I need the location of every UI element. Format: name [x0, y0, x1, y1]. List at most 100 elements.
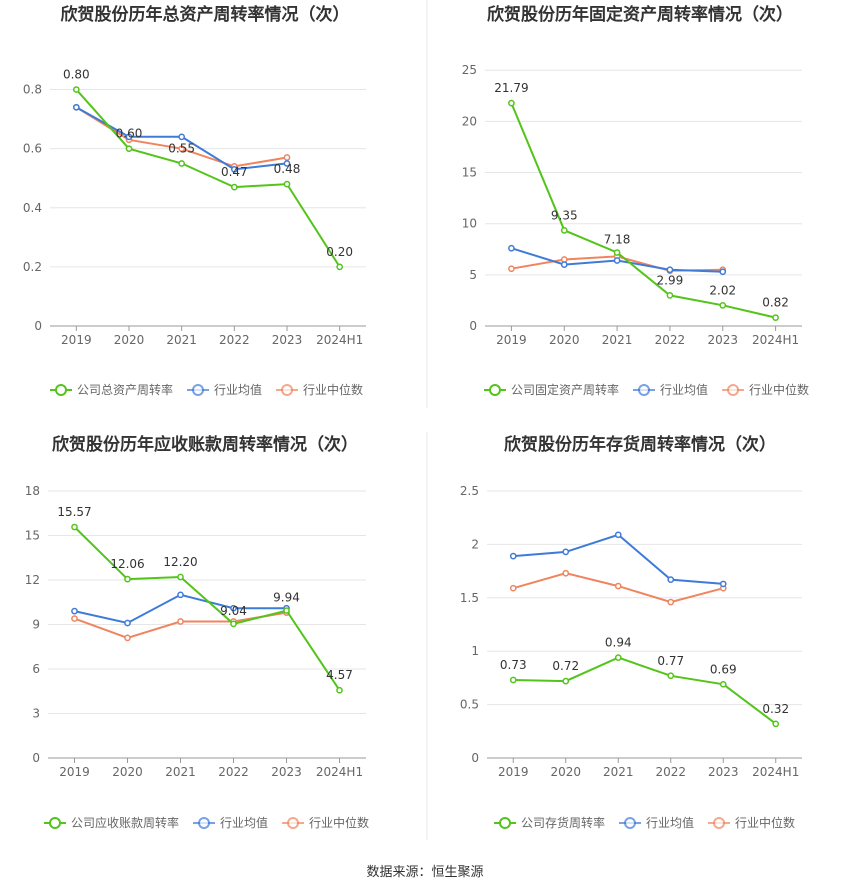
y-tick-label: 3 [32, 707, 40, 721]
data-point-avg[interactable] [719, 580, 727, 588]
legend-marker [281, 384, 294, 396]
data-point-avg[interactable] [124, 619, 131, 627]
data-point-avg[interactable] [283, 160, 291, 167]
data-point-median[interactable] [283, 154, 291, 161]
data-point-avg[interactable] [508, 244, 515, 252]
data-point-company[interactable] [71, 523, 78, 531]
data-label: 0.60 [116, 127, 143, 141]
data-point-avg[interactable] [230, 604, 237, 612]
legend-item-avg[interactable]: 行业均值 [187, 382, 262, 397]
data-point-avg[interactable] [177, 591, 184, 599]
x-tick-label: 2024H1 [316, 765, 363, 779]
data-point-median[interactable] [177, 618, 184, 625]
data-point-avg[interactable] [666, 266, 674, 274]
data-point-company[interactable] [719, 680, 727, 688]
data-label: 0.32 [762, 702, 789, 716]
data-point-median[interactable] [71, 615, 78, 622]
data-point-company[interactable] [614, 654, 622, 661]
legend-item-company[interactable]: 公司应收账款周转率 [44, 815, 179, 830]
legend-marker [624, 817, 637, 829]
data-point-company[interactable] [613, 249, 621, 256]
data-label: 0.72 [552, 659, 579, 673]
x-tick-label: 2023 [708, 765, 739, 779]
legend-item-company[interactable]: 公司总资产周转率 [50, 382, 173, 397]
data-label: 15.57 [57, 505, 91, 519]
x-tick-label: 2023 [707, 333, 738, 347]
data-point-company[interactable] [509, 676, 517, 684]
data-point-company[interactable] [666, 292, 674, 299]
data-label: 21.79 [494, 81, 528, 95]
x-tick-label: 2021 [603, 765, 634, 779]
legend-item-avg[interactable]: 行业均值 [619, 815, 694, 830]
legend-item-median[interactable]: 行业中位数 [276, 382, 363, 397]
legend-item-median[interactable]: 行业中位数 [708, 815, 795, 830]
data-point-company[interactable] [230, 183, 238, 191]
chart-title: 欣贺股份历年应收账款周转率情况（次） [52, 434, 358, 455]
y-tick-label: 25 [462, 63, 477, 77]
legend-item-avg[interactable]: 行业均值 [193, 815, 268, 830]
data-point-company[interactable] [72, 86, 80, 93]
data-point-median[interactable] [178, 145, 186, 153]
legend-marker [638, 384, 651, 396]
data-point-company[interactable] [125, 145, 133, 153]
data-point-avg[interactable] [613, 257, 621, 264]
data-point-company[interactable] [667, 672, 675, 680]
y-tick-label: 9 [32, 618, 40, 632]
data-point-avg[interactable] [509, 552, 517, 560]
data-point-avg[interactable] [178, 133, 186, 141]
data-point-avg[interactable] [230, 166, 238, 173]
legend-item-median[interactable]: 行业中位数 [722, 382, 809, 397]
data-point-median[interactable] [614, 582, 622, 590]
data-point-company[interactable] [336, 686, 343, 694]
data-point-company[interactable] [772, 720, 780, 728]
data-point-avg[interactable] [614, 531, 622, 539]
data-point-median[interactable] [509, 584, 517, 592]
data-label: 2.02 [709, 283, 736, 297]
y-tick-label: 20 [462, 114, 477, 128]
data-point-company[interactable] [560, 226, 568, 234]
data-point-company[interactable] [230, 620, 237, 628]
data-point-company[interactable] [177, 573, 184, 581]
data-point-company[interactable] [283, 180, 291, 188]
data-point-median[interactable] [667, 598, 675, 606]
data-point-company[interactable] [719, 301, 727, 309]
data-point-median[interactable] [124, 634, 131, 642]
legend-marker [489, 384, 501, 396]
legend-marker [55, 384, 67, 396]
data-point-avg[interactable] [562, 548, 570, 556]
data-point-avg[interactable] [667, 576, 675, 583]
data-point-company[interactable] [336, 263, 344, 271]
data-point-median[interactable] [508, 265, 515, 273]
data-label: 4.57 [326, 668, 353, 682]
data-point-avg[interactable] [719, 268, 727, 276]
legend-label: 公司总资产周转率 [77, 382, 173, 397]
data-point-company[interactable] [508, 99, 515, 107]
data-point-avg[interactable] [560, 261, 568, 268]
series-line-median [74, 611, 287, 639]
legend-item-median[interactable]: 行业中位数 [282, 815, 369, 830]
data-point-company[interactable] [772, 314, 779, 321]
data-label: 12.06 [110, 557, 144, 571]
legend-item-company[interactable]: 公司固定资产周转率 [484, 382, 619, 397]
legend-label: 行业均值 [214, 382, 262, 397]
data-point-company[interactable] [562, 677, 570, 685]
x-tick-label: 2022 [218, 765, 249, 779]
data-label: 0.77 [657, 654, 684, 668]
legend-item-company[interactable]: 公司存货周转率 [494, 815, 605, 830]
y-tick-label: 2.5 [460, 484, 479, 498]
data-label: 0.47 [221, 165, 248, 179]
data-point-median[interactable] [562, 569, 570, 577]
data-point-avg[interactable] [72, 103, 80, 111]
x-tick-label: 2020 [114, 333, 145, 347]
legend-item-avg[interactable]: 行业均值 [633, 382, 708, 397]
chart-title: 欣贺股份历年总资产周转率情况（次） [61, 4, 350, 25]
data-point-avg[interactable] [71, 607, 78, 615]
data-point-avg[interactable] [125, 133, 133, 141]
data-point-company[interactable] [178, 160, 186, 167]
data-point-company[interactable] [283, 607, 290, 614]
y-tick-label: 0 [34, 319, 42, 333]
chart-title: 欣贺股份历年固定资产周转率情况（次） [487, 4, 793, 25]
legend-marker [287, 817, 300, 829]
data-point-company[interactable] [124, 575, 131, 583]
x-tick-label: 2024H1 [752, 765, 799, 779]
